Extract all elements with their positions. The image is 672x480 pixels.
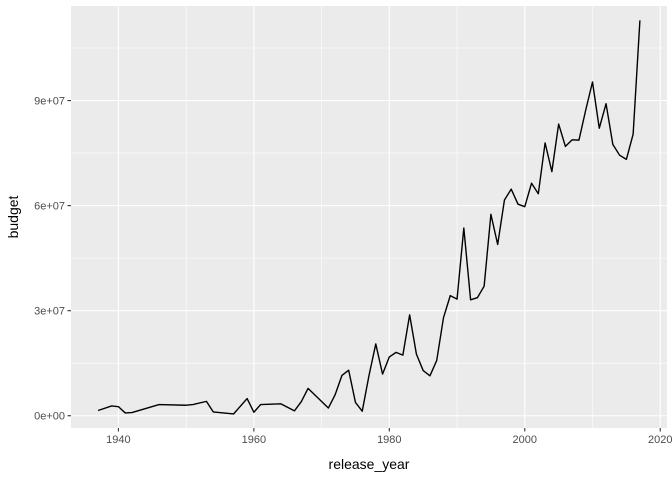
x-tick-label: 1960 [242, 434, 266, 446]
y-tick-label: 3e+07 [34, 306, 65, 318]
x-axis-title: release_year [329, 456, 410, 472]
y-tick-label: 0e+00 [34, 411, 65, 423]
plot-panel [71, 6, 667, 428]
x-tick-label: 1980 [377, 434, 401, 446]
y-tick-label: 6e+07 [34, 201, 65, 213]
major-gridlines [71, 6, 667, 428]
x-tick-label: 2000 [513, 434, 537, 446]
minor-gridlines [71, 6, 667, 428]
series-line-budget [97, 20, 641, 415]
y-axis-title: budget [5, 195, 21, 238]
x-tick-label: 2020 [648, 434, 672, 446]
y-axis-ticks: 0e+00 3e+07 6e+07 9e+07 [34, 96, 71, 423]
y-tick-label: 9e+07 [34, 96, 65, 108]
x-tick-label: 1940 [106, 434, 130, 446]
x-axis-ticks: 1940 1960 1980 2000 2020 [106, 428, 672, 446]
